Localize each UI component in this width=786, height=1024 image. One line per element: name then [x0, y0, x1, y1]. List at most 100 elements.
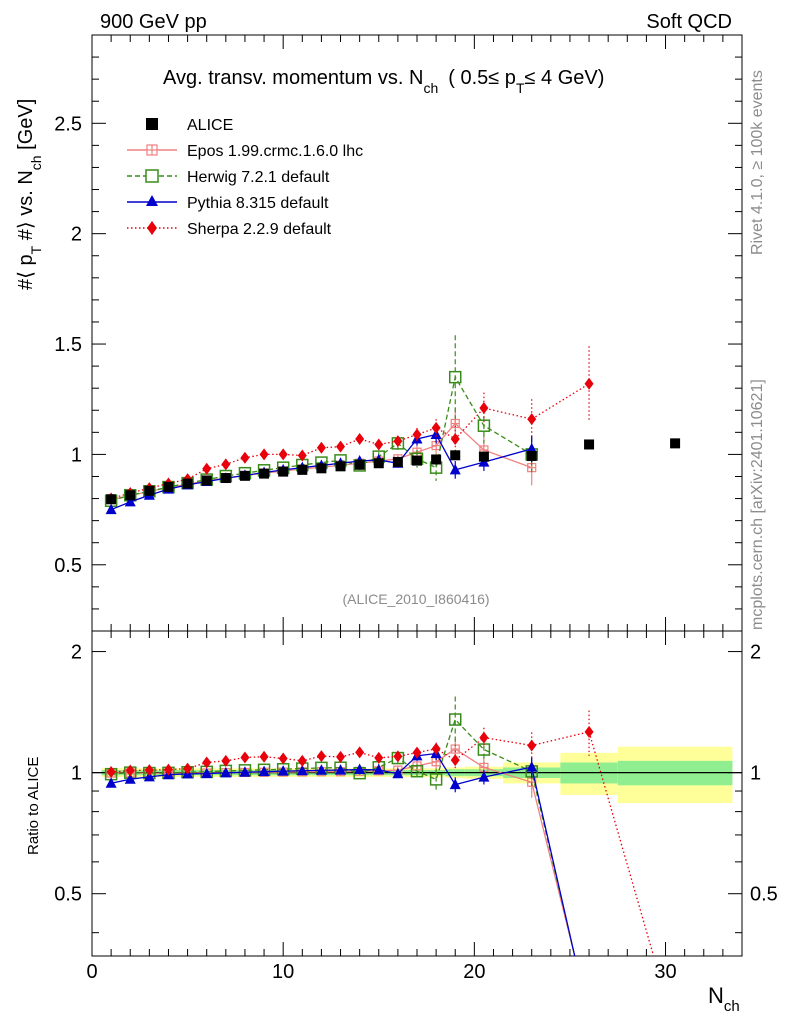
- main-y-tick-label: 0.5: [54, 555, 82, 577]
- legend-label-epos: Epos 1.99.crmc.1.6.0 lhc: [187, 143, 363, 160]
- ratio-y-axis-label: Ratio to ALICE: [25, 757, 42, 855]
- main-point-sherpa: [479, 402, 489, 415]
- main-point-alice: [526, 450, 537, 461]
- legend-marker-epos: [146, 144, 158, 156]
- main-point-herwig: [477, 419, 491, 432]
- legend-label-pythia: Pythia 8.315 default: [187, 195, 329, 212]
- main-point-alice: [297, 464, 308, 475]
- y-label-sub2: ch: [28, 155, 44, 170]
- main-point-alice: [584, 439, 595, 450]
- title-cut-close: ≤ 4 GeV): [525, 67, 605, 89]
- ratio-line-herwig: [111, 718, 576, 957]
- main-point-sherpa: [527, 413, 537, 426]
- main-point-sherpa: [336, 440, 346, 453]
- main-axis-ticks: 0.5 1 1.5 2 2.5: [54, 35, 743, 631]
- ratio-point-sherpa: [316, 750, 326, 763]
- chart-title: Avg. transv. momentum vs. Nch ( 0.5≤ pT≤ …: [163, 67, 604, 96]
- main-point-alice: [220, 473, 231, 484]
- ratio-data-layer: [104, 696, 655, 957]
- mcplots-label: mcplots.cern.ch [arXiv:2401.10621]: [749, 379, 766, 630]
- ratio-point-pythia: [449, 778, 461, 790]
- ratio-point-pythia: [315, 764, 327, 775]
- ratio-point-pythia: [373, 763, 385, 775]
- main-data-layer: [104, 335, 681, 515]
- ratio-point-sherpa: [450, 754, 460, 767]
- x-tick-label: 0: [86, 961, 97, 983]
- title-main-sub: ch: [423, 80, 438, 96]
- ratio-point-pythia: [201, 767, 213, 779]
- main-point-alice: [125, 490, 136, 501]
- ratio-point-pythia: [258, 765, 270, 777]
- legend-label-alice: ALICE: [187, 117, 233, 134]
- y-label-sub1: T: [28, 245, 44, 254]
- main-point-alice: [392, 456, 403, 467]
- x-axis-label-sub: ch: [724, 998, 740, 1015]
- legend-marker-alice: [146, 118, 158, 130]
- analysis-id-watermark: (ALICE_2010_I860416): [342, 591, 489, 607]
- title-cut-open: ( 0.5≤ p: [448, 67, 516, 89]
- main-point-alice: [316, 463, 327, 474]
- ratio-point-sherpa: [297, 754, 307, 767]
- ratio-y-tick-label: 0.5: [54, 884, 82, 906]
- main-point-alice: [670, 438, 681, 449]
- x-tick-label: 10: [272, 961, 294, 983]
- ratio-y-tick-label: 2: [71, 642, 82, 664]
- main-point-sherpa: [202, 462, 212, 475]
- ratio-point-pythia: [354, 763, 366, 775]
- ratio-point-sherpa: [584, 725, 594, 738]
- main-point-sherpa: [240, 451, 250, 464]
- main-point-alice: [201, 475, 212, 486]
- main-point-sherpa: [374, 438, 384, 451]
- main-point-alice: [278, 466, 289, 477]
- main-point-sherpa: [431, 421, 441, 434]
- ratio-line-pythia: [110, 752, 576, 957]
- main-point-alice: [182, 478, 193, 489]
- ratio-y-tick-label-right: 1: [750, 763, 761, 785]
- ratio-point-sherpa: [221, 754, 231, 767]
- main-point-alice: [106, 494, 117, 505]
- ratio-point-sherpa: [144, 764, 154, 777]
- legend-label-sherpa: Sherpa 2.2.9 default: [187, 221, 332, 238]
- ratio-point-pythia: [124, 773, 136, 784]
- ratio-point-sherpa: [278, 752, 288, 765]
- ratio-point-pythia: [526, 761, 538, 772]
- legend-marker-pythia: [146, 195, 158, 206]
- main-panel: 0.5 1 1.5 2 2.5 Avg. transv. momentum vs. Nc…: [54, 34, 743, 632]
- ratio-point-sherpa: [183, 762, 193, 775]
- main-point-alice: [335, 461, 346, 472]
- ratio-point-pythia: [335, 764, 347, 775]
- main-line-sherpa: [110, 383, 590, 500]
- main-point-sherpa: [316, 441, 326, 454]
- legend: ALICE Epos 1.99.crmc.1.6.0 lhc Herwig 7.…: [127, 117, 363, 238]
- ratio-point-pythia: [392, 767, 404, 779]
- main-y-tick-label: 2.5: [54, 113, 82, 135]
- ratio-point-pythia: [239, 766, 251, 777]
- header-collision: 900 GeV pp: [100, 11, 207, 33]
- ratio-point-sherpa: [374, 751, 384, 764]
- main-point-sherpa: [259, 448, 269, 461]
- main-y-tick-label: 1.5: [54, 334, 82, 356]
- ratio-point-herwig: [448, 713, 462, 726]
- ratio-y-tick-label-right: 0.5: [750, 884, 778, 906]
- ratio-point-sherpa: [106, 765, 116, 778]
- ratio-point-pythia: [296, 764, 308, 776]
- main-point-sherpa: [450, 432, 460, 445]
- ratio-point-sherpa: [479, 731, 489, 744]
- ratio-point-sherpa: [125, 764, 135, 777]
- ratio-axis-ticks: 0.5 0.5 1 1 2 2: [54, 631, 778, 956]
- x-tick-label: 30: [654, 961, 676, 983]
- ratio-point-sherpa: [393, 750, 403, 763]
- main-point-alice: [412, 455, 422, 466]
- main-point-pythia: [449, 463, 461, 475]
- x-axis-label-main: N: [708, 983, 724, 1008]
- main-point-sherpa: [355, 432, 365, 445]
- legend-marker-sherpa: [147, 221, 157, 235]
- main-y-tick-label: 1: [71, 444, 82, 466]
- main-point-alice: [373, 458, 384, 469]
- main-point-sherpa: [221, 458, 231, 471]
- ratio-point-sherpa: [412, 746, 422, 759]
- main-point-alice: [450, 450, 461, 461]
- main-point-sherpa: [278, 448, 288, 461]
- main-point-sherpa: [297, 449, 307, 462]
- x-tick-label: 20: [463, 961, 485, 983]
